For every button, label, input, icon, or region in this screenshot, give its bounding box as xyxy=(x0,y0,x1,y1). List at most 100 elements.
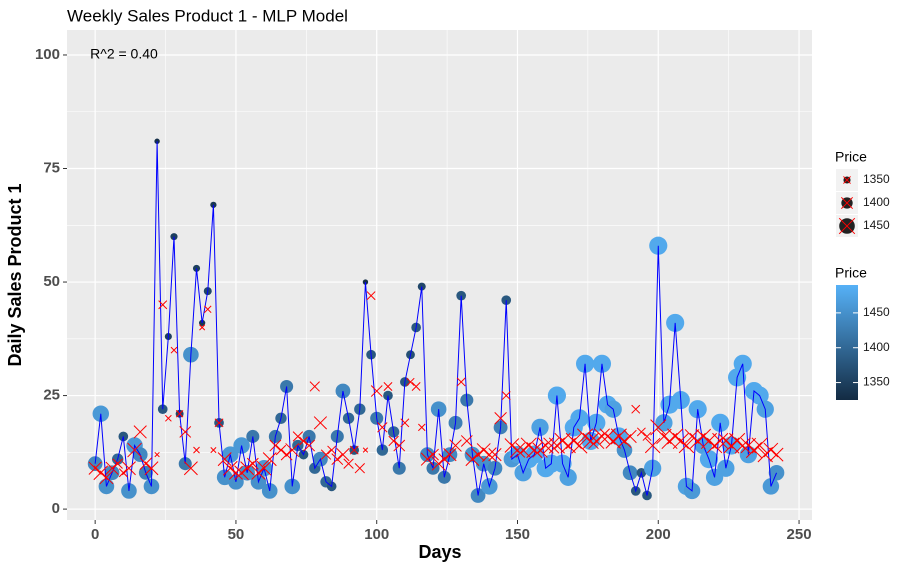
predicted-point xyxy=(617,433,632,448)
legend-key-cross xyxy=(838,217,856,235)
predicted-point xyxy=(222,460,238,476)
predicted-point xyxy=(501,391,511,401)
predicted-point xyxy=(393,439,406,452)
predicted-point xyxy=(88,461,102,475)
predicted-point xyxy=(443,447,457,462)
predicted-point xyxy=(210,447,217,454)
predicted-point xyxy=(320,449,332,460)
sales-line xyxy=(94,141,777,496)
predicted-point xyxy=(199,324,206,331)
predicted-point xyxy=(460,435,473,447)
predicted-point xyxy=(228,465,243,480)
color-bar xyxy=(836,285,858,400)
predicted-point xyxy=(537,437,554,454)
predicted-point xyxy=(366,291,376,301)
y-tick-label: 100 xyxy=(35,46,60,63)
predicted-point xyxy=(476,443,491,458)
predicted-point xyxy=(471,447,485,462)
predicted-point xyxy=(313,416,328,430)
predicted-point xyxy=(712,432,729,450)
legend-label: 1450 xyxy=(863,218,890,232)
legend-title: Price xyxy=(835,149,867,165)
predicted-point xyxy=(112,458,123,469)
y-axis-title: Daily Sales Product 1 xyxy=(5,183,25,366)
predicted-point xyxy=(644,437,661,454)
annotation: R^2 = 0.40 xyxy=(90,46,158,62)
predicted-point xyxy=(438,453,451,466)
predicted-point xyxy=(309,381,320,392)
x-axis-title: Days xyxy=(418,542,461,562)
predicted-point xyxy=(299,436,308,446)
predicted-point xyxy=(127,442,142,458)
predicted-point xyxy=(246,457,259,470)
predicted-point xyxy=(593,428,611,445)
predicted-point xyxy=(262,452,277,467)
predicted-point xyxy=(377,422,388,433)
predicted-point xyxy=(388,435,399,447)
predicted-point xyxy=(214,418,224,428)
predicted-point xyxy=(406,377,415,387)
predicted-point xyxy=(571,437,588,454)
predicted-point xyxy=(285,443,300,458)
predicted-point xyxy=(183,461,198,476)
x-tick-label: 150 xyxy=(505,526,530,543)
x-tick-label: 50 xyxy=(228,526,245,543)
predicted-point xyxy=(449,439,462,452)
predicted-point xyxy=(456,377,466,387)
legend-title: Price xyxy=(835,265,867,281)
x-tick-label: 200 xyxy=(646,526,671,543)
predicted-point xyxy=(582,432,599,450)
predicted-point xyxy=(465,452,480,467)
predicted-point xyxy=(543,437,560,454)
predicted-point xyxy=(170,346,178,354)
predicted-point xyxy=(343,458,354,469)
predicted-point xyxy=(336,447,350,462)
y-tick-label: 50 xyxy=(43,273,60,290)
predicted-point xyxy=(488,447,502,462)
predicted-point xyxy=(275,444,287,456)
predicted-point xyxy=(234,465,249,481)
predicted-point xyxy=(418,423,426,432)
predicted-point xyxy=(349,445,359,455)
predicted-point xyxy=(121,461,136,476)
legend-label: 1350 xyxy=(863,172,890,186)
predicted-point xyxy=(481,447,497,462)
y-tick-label: 0 xyxy=(52,500,60,517)
y-tick-label: 25 xyxy=(43,387,60,404)
predicted-point xyxy=(251,465,266,480)
predicted-point xyxy=(331,453,344,466)
predicted-point xyxy=(240,461,255,476)
predicted-point xyxy=(370,385,383,397)
x-tick-label: 100 xyxy=(364,526,389,543)
predicted-point xyxy=(769,447,784,462)
predicted-point xyxy=(256,460,272,476)
legend-key-cross xyxy=(840,196,854,210)
predicted-point xyxy=(204,305,212,314)
predicted-point xyxy=(269,439,282,452)
legend-label: 1400 xyxy=(863,195,890,209)
predicted-point xyxy=(636,427,646,437)
predicted-point xyxy=(631,404,641,414)
predicted-point xyxy=(99,470,114,485)
sales-point xyxy=(768,464,785,481)
predicted-point xyxy=(684,429,700,444)
predicted-point xyxy=(144,461,159,476)
predicted-point xyxy=(154,451,160,458)
predicted-point xyxy=(526,441,543,459)
predicted-point xyxy=(431,456,446,471)
predicted-point xyxy=(411,382,421,391)
predicted-point xyxy=(327,445,337,455)
predicted-point xyxy=(164,414,172,422)
predicted-point xyxy=(734,437,751,454)
predicted-point xyxy=(303,439,316,452)
predicted-point xyxy=(504,438,520,453)
predicted-point xyxy=(763,442,779,458)
predicted-point xyxy=(280,448,293,461)
legend-label: 1400 xyxy=(863,340,890,354)
predicted-point xyxy=(623,429,637,444)
predicted-point xyxy=(158,300,168,310)
x-tick-label: 0 xyxy=(91,526,99,543)
predicted-point xyxy=(362,447,369,453)
predicted-point xyxy=(383,382,393,391)
